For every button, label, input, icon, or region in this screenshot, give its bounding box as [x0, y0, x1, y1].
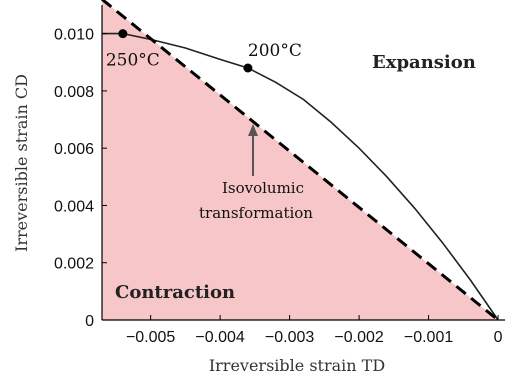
isovolumic-label-line2: transformation [199, 204, 313, 222]
x-axis-label: Irreversible strain TD [209, 356, 385, 375]
temperature-marker [243, 63, 253, 73]
y-tick-label: 0.006 [54, 141, 94, 158]
y-tick-label: 0 [85, 313, 94, 330]
series-curve [102, 32, 499, 321]
x-tick-label: 0 [494, 329, 503, 346]
x-tick-label: −0.005 [126, 329, 175, 346]
x-tick-label: −0.003 [265, 329, 314, 346]
temperature-marker [118, 29, 128, 39]
isovolumic-arrowhead [248, 124, 258, 136]
y-tick-label: 0.010 [54, 27, 94, 44]
temperature-label: 200°C [248, 41, 302, 61]
y-tick-label: 0.008 [54, 84, 94, 101]
y-tick-label: 0.004 [54, 198, 94, 215]
x-tick-label: −0.004 [195, 329, 244, 346]
y-axis-label: Irreversible strain CD [12, 74, 31, 252]
y-tick-label: 0.002 [54, 256, 94, 273]
isovolumic-label-line1: Isovolumic [222, 179, 304, 197]
contraction-label: Contraction [115, 282, 235, 303]
temperature-label: 250°C [106, 51, 160, 71]
expansion-label: Expansion [372, 52, 476, 73]
x-tick-label: −0.001 [404, 329, 453, 346]
x-tick-label: −0.002 [334, 329, 383, 346]
isovolumic-dashed-line [101, 0, 499, 322]
